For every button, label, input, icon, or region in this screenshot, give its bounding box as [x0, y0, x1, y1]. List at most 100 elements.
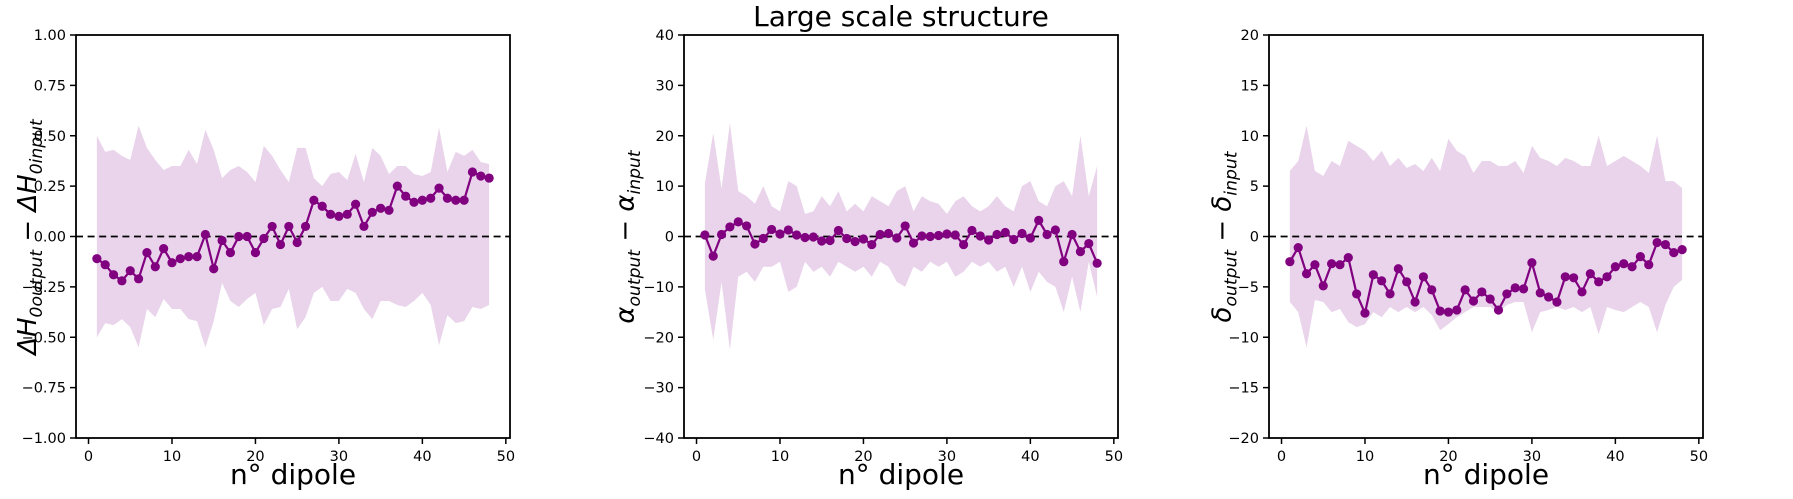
- y-axis-label-wrap: ΔH0output − ΔH0input: [0, 35, 58, 438]
- data-point: [833, 225, 844, 236]
- data-point: [1518, 284, 1529, 294]
- data-point: [1310, 260, 1320, 270]
- data-point: [384, 205, 394, 215]
- data-point: [1025, 233, 1035, 243]
- y-tick-label: −40: [643, 431, 674, 447]
- data-point: [942, 229, 952, 239]
- data-point: [434, 183, 444, 193]
- data-point: [1468, 296, 1479, 306]
- data-point: [267, 221, 277, 232]
- data-point: [767, 224, 777, 235]
- data-point: [159, 243, 169, 254]
- data-point: [1527, 258, 1537, 268]
- data-point: [451, 195, 461, 205]
- data-point: [917, 231, 927, 241]
- data-point: [100, 260, 110, 270]
- data-point: [192, 252, 202, 262]
- subplot-delta-h0: 0 10 20 30 40 50 1.00 0.75 0.50 0.25 0.00 −0.25 −0.5…: [13, 28, 515, 465]
- data-point: [309, 195, 319, 205]
- data-point: [117, 276, 127, 286]
- y-axis-label-delta-h0: ΔH0output − ΔH0input: [13, 118, 48, 355]
- alpha-plot-canvas: 0 10 20 30 40 50 40 30 20 10 0 −10 −20 −30 −40: [643, 28, 1123, 465]
- data-point: [1360, 308, 1370, 318]
- data-point: [1543, 292, 1554, 302]
- data-point: [1502, 289, 1512, 299]
- y-axis-label-delta: δoutput − δinput: [1207, 151, 1242, 322]
- y-tick-label: 20: [656, 129, 674, 145]
- y-tick-label: −0.50: [22, 330, 66, 346]
- data-point: [250, 248, 261, 258]
- data-point: [1510, 283, 1520, 293]
- data-markers: [92, 167, 494, 286]
- data-point: [1427, 285, 1437, 295]
- y-tick-label: 15: [1241, 78, 1259, 94]
- data-point: [908, 238, 919, 248]
- data-point: [975, 231, 985, 241]
- data-point: [1677, 244, 1687, 255]
- y-tick-label: 5: [1250, 179, 1259, 195]
- data-point: [300, 221, 311, 232]
- axis-ticks: [70, 34, 507, 444]
- data-point: [442, 193, 453, 203]
- data-point: [1059, 257, 1069, 267]
- data-point: [741, 221, 752, 231]
- y-tick-label: −5: [1238, 280, 1259, 296]
- data-point: [925, 231, 935, 242]
- data-markers: [700, 215, 1102, 268]
- x-tick-label: 40: [1021, 449, 1039, 465]
- data-point: [184, 252, 194, 262]
- data-point: [1585, 269, 1595, 279]
- data-point: [234, 231, 244, 242]
- data-point: [900, 221, 910, 231]
- y-axis-label-wrap: δoutput − δinput: [1192, 35, 1252, 438]
- data-point: [108, 270, 119, 280]
- y-tick-label: 1.00: [34, 28, 66, 44]
- data-point: [1075, 247, 1086, 257]
- y-tick-label: 0.50: [34, 129, 66, 145]
- data-point: [125, 266, 135, 276]
- x-tick-label: 30: [938, 449, 956, 465]
- data-point: [1393, 264, 1403, 274]
- tick-labels: 0 10 20 30 40 50 1.00 0.75 0.50 0.25 0.00 −0.25 −0.5…: [22, 28, 515, 465]
- y-tick-label: −0.25: [22, 280, 66, 296]
- data-point: [858, 234, 869, 244]
- data-point: [1418, 272, 1429, 282]
- data-point: [259, 233, 269, 244]
- data-point: [167, 258, 177, 268]
- data-point: [1335, 260, 1345, 270]
- y-tick-label: −0.75: [22, 381, 66, 397]
- data-point: [359, 221, 369, 232]
- x-tick-label: 50: [1105, 449, 1123, 465]
- x-tick-label: 30: [1523, 449, 1541, 465]
- y-tick-label: 20: [1241, 28, 1259, 44]
- data-point: [484, 173, 494, 183]
- data-point: [817, 236, 827, 246]
- data-point: [1092, 258, 1102, 268]
- x-tick-label: 0: [692, 449, 701, 465]
- data-point: [217, 235, 227, 246]
- data-point: [758, 233, 768, 244]
- data-point: [875, 229, 885, 240]
- data-point: [992, 229, 1002, 240]
- data-point: [476, 171, 486, 181]
- data-point: [883, 228, 894, 239]
- y-tick-label: 0: [1250, 230, 1259, 246]
- x-tick-label: 10: [771, 449, 789, 465]
- x-tick-label: 40: [413, 449, 431, 465]
- data-point: [426, 193, 436, 203]
- data-point: [958, 239, 969, 250]
- data-point: [1577, 287, 1587, 297]
- axis-ticks: [1263, 34, 1700, 444]
- data-point: [800, 232, 810, 243]
- x-tick-label: 0: [84, 449, 93, 465]
- data-point: [984, 235, 994, 245]
- data-point: [1594, 277, 1604, 287]
- data-point: [1627, 262, 1637, 272]
- data-point: [467, 167, 478, 177]
- data-point: [401, 191, 411, 201]
- data-point: [1493, 305, 1504, 315]
- data-point: [1385, 289, 1395, 299]
- data-point: [1402, 277, 1412, 287]
